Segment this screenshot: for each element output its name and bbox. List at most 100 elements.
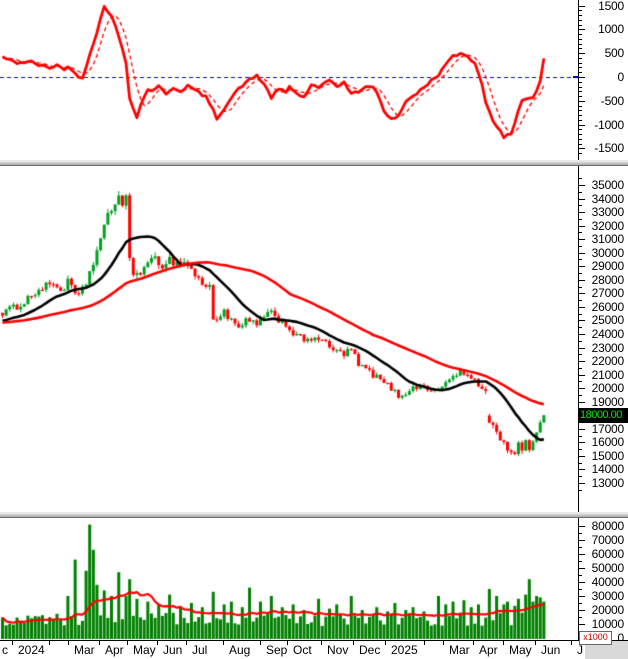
axis-tick	[579, 129, 582, 130]
last-price-label: 18000.00	[578, 408, 628, 423]
axis-label: -500	[600, 94, 624, 108]
value-axis[interactable]: 1500 1000 500 0 -500 -1000 -1500 35000 34000 3300…	[578, 0, 628, 644]
axis-tick	[579, 91, 582, 92]
axis-tick	[579, 77, 585, 78]
axis-tick	[579, 134, 582, 135]
axis-tick	[579, 199, 585, 200]
axis-tick	[579, 575, 582, 576]
axis-tick	[579, 293, 585, 294]
axis-tick	[579, 554, 585, 555]
axis-tick	[579, 320, 585, 321]
axis-label: 16000	[591, 435, 625, 449]
price-plot[interactable]	[0, 166, 578, 512]
axis-tick	[579, 300, 582, 301]
time-axis-tick	[571, 641, 572, 645]
axis-label: 14000	[591, 462, 625, 476]
axis-tick	[579, 125, 585, 126]
axis-label: 34000	[591, 192, 625, 206]
axis-label: 28000	[591, 273, 625, 287]
time-axis-tick	[503, 641, 504, 645]
axis-tick	[579, 568, 585, 569]
axis-tick	[579, 603, 582, 604]
axis-tick	[579, 253, 585, 254]
axis-label: 19000	[591, 395, 625, 409]
axis-tick	[579, 96, 582, 97]
axis-label: 26000	[591, 300, 625, 314]
zero-level-marker	[573, 76, 578, 78]
axis-tick	[579, 205, 582, 206]
time-axis[interactable]: c 2024 Mar Apr May Jun Jul Aug Sep Oct Nov Dec 2025 M…	[0, 640, 628, 659]
axis-tick	[579, 375, 585, 376]
volume-plot[interactable]	[0, 518, 578, 640]
axis-label: -1000	[594, 118, 624, 132]
oscillator-plot[interactable]	[0, 0, 578, 160]
price-panel	[0, 166, 578, 512]
time-axis-tick	[287, 641, 288, 645]
axis-tick	[579, 273, 582, 274]
axis-tick	[579, 596, 585, 597]
time-axis-tick	[49, 641, 50, 645]
axis-tick	[579, 456, 585, 457]
time-axis-label: Mar	[449, 643, 470, 657]
axis-tick	[579, 526, 585, 527]
axis-label: 20000	[591, 381, 625, 395]
axis-label: 25000	[591, 313, 625, 327]
time-axis-label: May	[509, 643, 532, 657]
axis-tick	[579, 34, 582, 35]
time-axis-label: Oct	[293, 643, 312, 657]
axis-tick	[579, 115, 582, 116]
axis-tick	[579, 120, 582, 121]
panel-splitter-bottom[interactable]	[0, 512, 628, 518]
axis-label: 70000	[591, 533, 625, 547]
axis-tick	[579, 334, 585, 335]
axis-label: 50000	[591, 561, 625, 575]
oscillator-panel	[0, 0, 578, 160]
axis-label: 10000	[591, 617, 625, 631]
time-axis-label: Mar	[74, 643, 95, 657]
axis-label: 40000	[591, 575, 625, 589]
time-axis-tick	[473, 641, 474, 645]
axis-tick	[579, 226, 585, 227]
axis-tick	[579, 624, 585, 625]
axis-tick	[579, 388, 585, 389]
axis-tick	[579, 101, 585, 102]
axis-tick	[579, 402, 585, 403]
axis-label: 20000	[591, 603, 625, 617]
time-axis-label: Apr	[105, 643, 124, 657]
axis-tick	[579, 540, 585, 541]
panel-splitter-top[interactable]	[0, 160, 628, 166]
time-axis-tick	[186, 641, 187, 645]
axis-tick	[579, 561, 582, 562]
axis-tick	[579, 483, 585, 484]
axis-tick	[579, 476, 582, 477]
axis-tick	[579, 139, 582, 140]
time-axis-tick	[385, 641, 386, 645]
time-axis-label: Jun	[541, 643, 561, 657]
axis-tick	[579, 266, 585, 267]
time-axis-label: Jun	[163, 643, 183, 657]
time-axis-label: Aug	[229, 643, 251, 657]
axis-label: 31000	[591, 232, 625, 246]
axis-tick	[579, 307, 585, 308]
axis-label: 27000	[591, 286, 625, 300]
axis-tick	[579, 39, 582, 40]
time-axis-label: Sep	[266, 643, 288, 657]
axis-tick	[579, 58, 582, 59]
axis-tick	[579, 20, 582, 21]
time-axis-tick	[223, 641, 224, 645]
axis-tick	[579, 6, 585, 7]
axis-label: 21000	[591, 368, 625, 382]
axis-tick	[579, 53, 585, 54]
axis-tick	[579, 361, 585, 362]
time-axis-label: 2025	[391, 643, 418, 657]
time-axis-tick	[321, 641, 322, 645]
axis-tick	[579, 341, 582, 342]
time-axis-label: Nov	[327, 643, 349, 657]
axis-label: 33000	[591, 205, 625, 219]
time-axis-label: Dec	[359, 643, 381, 657]
axis-tick	[579, 354, 582, 355]
axis-tick	[579, 185, 585, 186]
axis-tick	[579, 110, 582, 111]
axis-corner	[585, 641, 628, 659]
